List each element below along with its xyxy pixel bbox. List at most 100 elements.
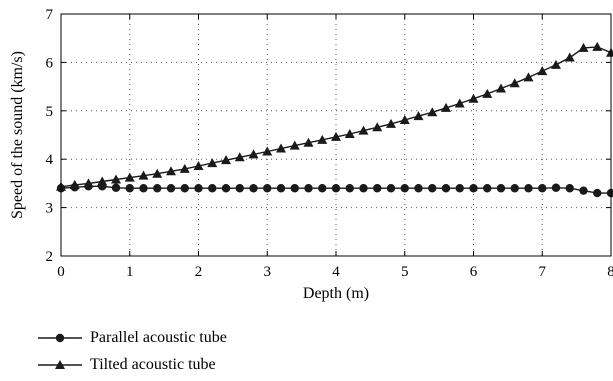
data-point-triangle xyxy=(83,178,94,188)
series-layer xyxy=(56,41,613,198)
data-point-triangle xyxy=(317,134,328,144)
data-point-triangle xyxy=(207,158,218,168)
x-tick-label: 6 xyxy=(470,264,478,280)
series-line-2 xyxy=(60,46,612,188)
data-point-circle xyxy=(386,184,396,193)
legend-item-parallel: Parallel acoustic tube xyxy=(38,324,227,351)
data-point-circle xyxy=(373,184,382,193)
x-axis-label: Depth (m) xyxy=(303,285,369,302)
data-point-circle xyxy=(111,183,121,192)
y-tick-label: 6 xyxy=(46,55,54,71)
data-point-triangle xyxy=(482,88,493,98)
y-tick-label: 3 xyxy=(46,201,54,217)
data-point-triangle xyxy=(372,122,383,132)
data-point-circle xyxy=(263,184,272,193)
legend-item-tilted: Tilted acoustic tube xyxy=(38,351,227,378)
data-point-circle xyxy=(290,184,299,193)
x-tick-label: 3 xyxy=(264,264,272,280)
data-point-triangle xyxy=(454,98,465,108)
data-point-triangle xyxy=(276,143,286,153)
data-point-triangle xyxy=(234,152,245,162)
data-point-circle xyxy=(318,184,327,193)
x-tick-label: 4 xyxy=(332,264,340,280)
grid-lines xyxy=(61,14,611,256)
data-point-triangle xyxy=(331,131,341,141)
data-point-triangle xyxy=(523,72,534,82)
data-point-triangle xyxy=(221,155,231,165)
axis-ticks: 0 1 2 3 4 5 6 7 8 2 3 4 5 6 7 xyxy=(46,7,613,280)
data-point-triangle xyxy=(193,160,204,170)
data-point-triangle xyxy=(138,170,149,180)
data-point-circle xyxy=(551,183,561,192)
data-point-triangle xyxy=(344,129,355,139)
data-point-triangle xyxy=(592,41,603,51)
data-point-circle xyxy=(593,188,602,198)
data-point-circle xyxy=(441,184,451,193)
legend-label-tilted: Tilted acoustic tube xyxy=(90,355,216,373)
data-point-triangle xyxy=(152,168,163,178)
data-point-triangle xyxy=(111,174,121,184)
data-point-circle xyxy=(331,184,341,193)
data-point-circle xyxy=(180,184,189,193)
data-point-triangle xyxy=(358,125,369,135)
x-tick-label: 2 xyxy=(195,264,203,280)
data-point-circle xyxy=(496,184,506,193)
data-point-circle xyxy=(139,184,148,193)
data-point-triangle xyxy=(509,78,520,88)
data-point-triangle xyxy=(441,102,451,112)
data-point-circle xyxy=(606,188,613,198)
data-point-circle xyxy=(276,184,286,193)
data-point-circle xyxy=(565,184,574,193)
data-point-triangle xyxy=(124,172,135,182)
circle-marker-icon xyxy=(38,333,82,342)
data-point-triangle xyxy=(606,47,613,57)
data-point-circle xyxy=(345,184,354,193)
legend: Parallel acoustic tube Tilted acoustic t… xyxy=(38,324,227,378)
data-point-circle xyxy=(166,184,176,193)
data-point-triangle xyxy=(179,163,190,173)
triangle-marker-icon xyxy=(38,359,82,369)
data-point-triangle xyxy=(248,149,259,159)
data-point-circle xyxy=(249,184,258,193)
x-tick-label: 5 xyxy=(401,264,409,280)
data-point-triangle xyxy=(399,114,410,124)
x-tick-label: 0 xyxy=(57,264,65,280)
data-point-circle xyxy=(455,184,464,193)
data-point-triangle xyxy=(551,59,561,69)
data-point-triangle xyxy=(564,52,575,62)
data-point-triangle xyxy=(468,93,479,103)
data-point-triangle xyxy=(386,118,396,128)
chart: 0 1 2 3 4 5 6 7 8 2 3 4 5 6 7 Depth (m) Speed of the s… xyxy=(9,7,613,302)
data-point-circle xyxy=(304,184,313,193)
data-point-circle xyxy=(524,184,533,193)
data-point-circle xyxy=(153,184,162,193)
data-point-circle xyxy=(208,184,217,193)
data-point-triangle xyxy=(166,166,176,176)
x-tick-label: 1 xyxy=(126,264,134,280)
data-point-circle xyxy=(510,184,519,193)
data-point-triangle xyxy=(496,83,506,93)
data-point-triangle xyxy=(303,137,314,147)
data-point-triangle xyxy=(537,66,548,76)
data-point-circle xyxy=(194,184,203,193)
data-point-triangle xyxy=(289,140,300,150)
legend-label-parallel: Parallel acoustic tube xyxy=(90,328,227,346)
data-point-triangle xyxy=(97,176,108,186)
data-point-circle xyxy=(483,184,492,193)
data-point-triangle xyxy=(262,146,273,156)
data-point-circle xyxy=(359,184,368,193)
y-axis-label: Speed of the sound (km/s) xyxy=(9,51,26,219)
data-point-circle xyxy=(221,184,231,193)
y-tick-label: 5 xyxy=(46,104,54,120)
data-point-circle xyxy=(125,184,134,193)
data-point-triangle xyxy=(413,111,424,121)
data-point-triangle xyxy=(427,107,438,117)
data-point-triangle xyxy=(69,179,80,189)
data-point-circle xyxy=(469,184,478,193)
y-tick-label: 4 xyxy=(46,152,54,168)
x-tick-label: 8 xyxy=(607,264,613,280)
data-point-circle xyxy=(538,184,547,193)
data-point-circle xyxy=(414,184,423,193)
y-tick-label: 7 xyxy=(46,7,54,23)
data-point-circle xyxy=(428,184,437,193)
